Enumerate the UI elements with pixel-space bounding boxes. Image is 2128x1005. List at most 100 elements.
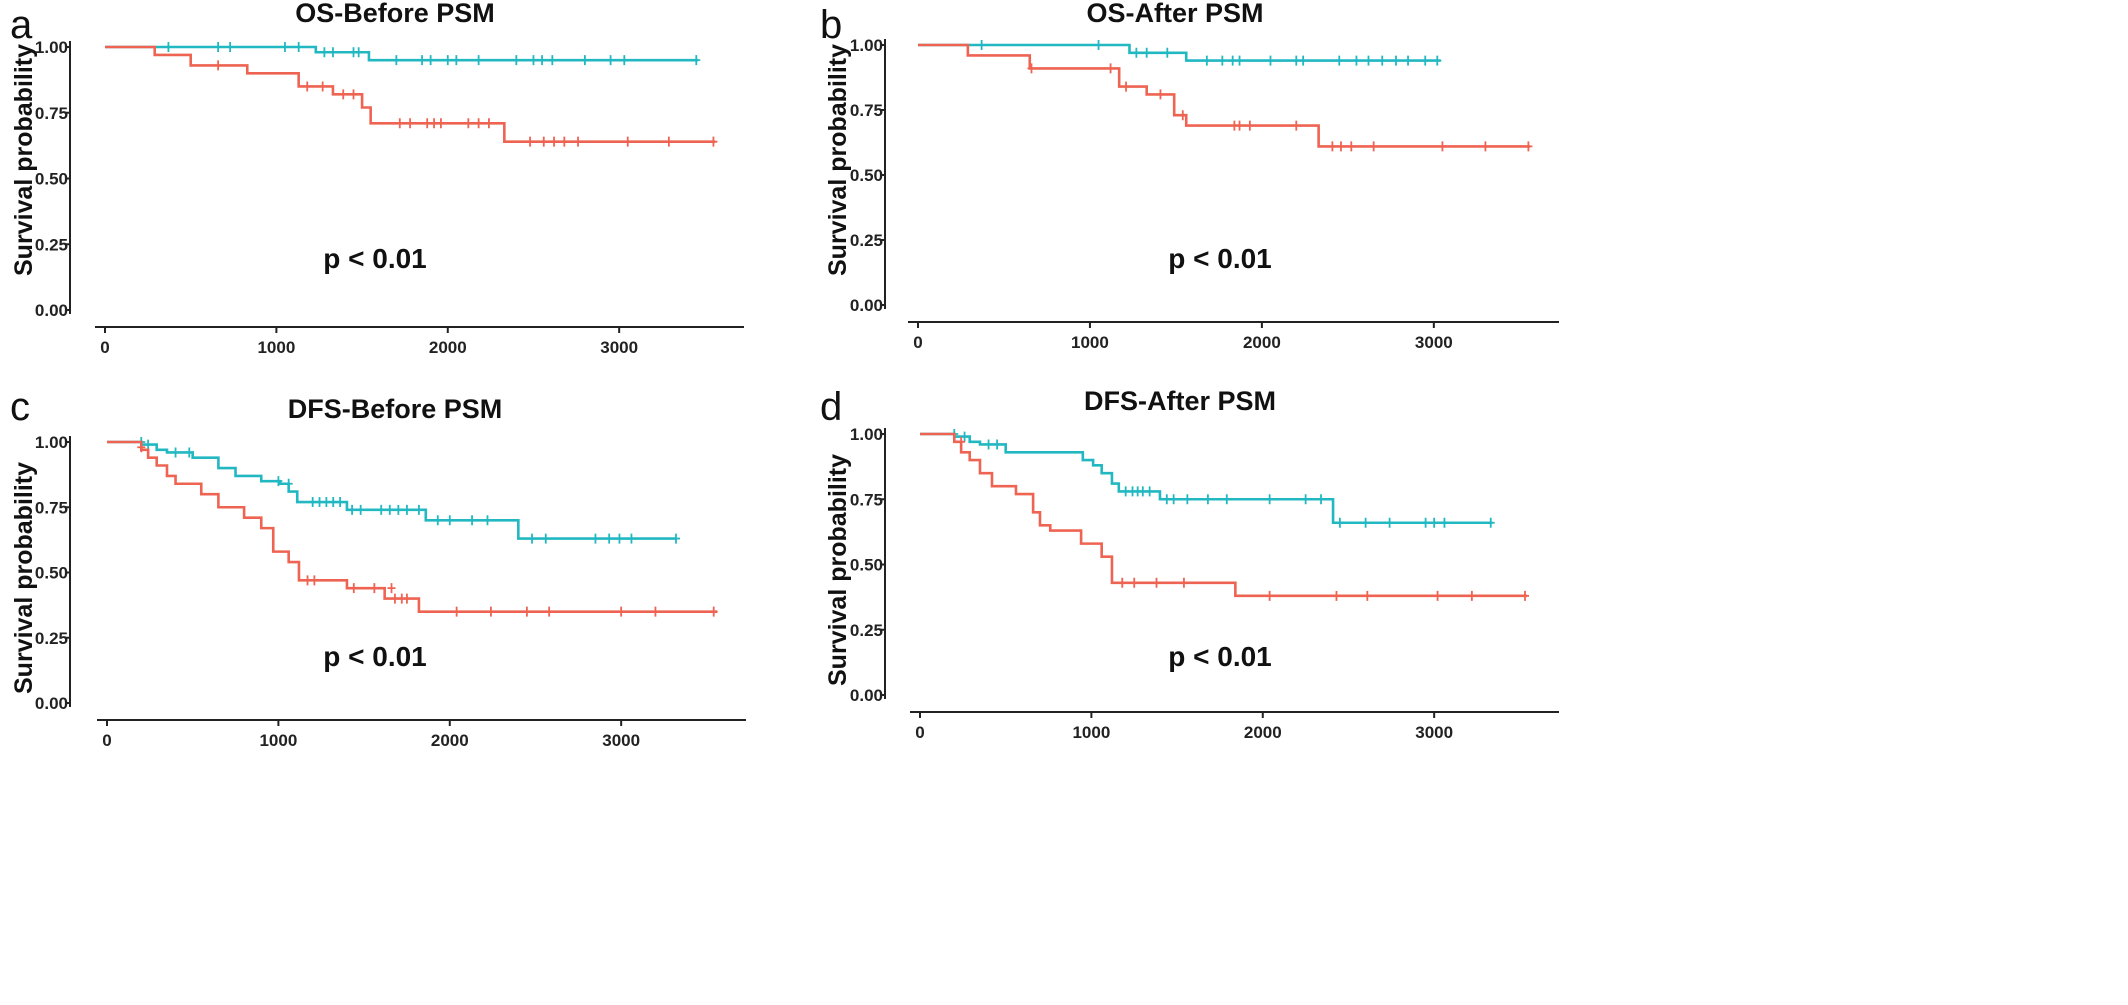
censor-mark [329,497,338,508]
p-value-annotation: p < 0.01 [1168,243,1272,274]
censor-marks-series-1 [164,42,701,66]
y-tick-label: 0.00 [850,686,883,705]
censor-mark [1301,494,1310,505]
censor-mark [1430,517,1439,528]
censor-mark [1440,517,1449,528]
censor-mark [322,497,331,508]
censor-mark [402,504,411,515]
censor-mark [1027,63,1036,74]
censor-mark [1202,55,1211,66]
censor-mark [1265,590,1274,601]
censor-mark [1156,89,1165,100]
censor-mark [1118,577,1127,588]
censor-mark [615,533,624,544]
y-tick-label: 0.25 [850,621,883,640]
censor-mark [1130,577,1139,588]
censor-mark [1142,47,1151,58]
censor-mark [1222,494,1231,505]
censor-mark [1347,141,1356,152]
y-tick-label: 0.50 [850,166,883,185]
x-tick-label: 3000 [600,338,638,357]
censor-mark [606,55,615,66]
censor-mark [1132,47,1141,58]
panel-a: a OS-Before PSM Survival probability 0.00 0.… [10,0,744,357]
censor-mark [1404,55,1413,66]
censor-mark [1179,577,1188,588]
censor-marks-series-1 [137,437,681,544]
y-axis-label: Survival probability [824,454,852,686]
censor-mark [418,55,427,66]
x-tick-label: 3000 [1415,723,1453,742]
x-tick-label: 2000 [431,731,469,750]
censor-mark [1163,47,1172,58]
censor-mark [512,55,521,66]
y-tick-label: 1.00 [850,36,883,55]
survival-curve-series-1 [918,43,1441,62]
censor-mark [627,533,636,544]
censor-mark [303,81,312,92]
x-tick-label: 1000 [1071,333,1109,352]
y-tick-label: 0.75 [35,498,68,517]
censor-mark [1421,55,1430,66]
panel-label: d [820,385,842,429]
y-tick-label: 0.25 [850,231,883,250]
censor-mark [1467,590,1476,601]
survival-curve-series-1 [107,440,677,540]
censor-mark [1336,141,1345,152]
y-tick-label: 0.25 [35,235,68,254]
censor-mark [1183,494,1192,505]
censor-mark [692,55,701,66]
censor-mark [993,439,1002,450]
censor-marks-series-2 [1027,63,1533,152]
censor-mark [348,504,357,515]
censor-mark [464,118,473,129]
x-tick-label: 3000 [1415,333,1453,352]
censor-mark [284,478,293,489]
censor-mark [545,606,554,617]
censor-mark [274,476,283,487]
censor-mark [423,118,432,129]
y-tick-label: 1.00 [35,433,68,452]
censor-mark [1521,590,1529,601]
censor-mark [1245,120,1254,131]
censor-mark [548,55,557,66]
censor-mark [1486,517,1495,528]
censor-mark [414,504,423,515]
chart-title: DFS-Before PSM [288,394,503,424]
y-axis-label: Survival probability [824,44,852,276]
censor-mark [320,47,329,58]
censor-mark [430,118,439,129]
censor-mark [483,515,492,526]
censor-mark [1203,494,1212,505]
censor-mark [315,497,324,508]
censor-mark [591,533,600,544]
y-tick-label: 0.50 [35,170,68,189]
survival-curve-series-2 [105,45,716,143]
censor-mark [1121,486,1130,497]
censor-mark [226,42,235,52]
censor-mark [1266,55,1275,66]
censor-mark [356,504,365,515]
censor-mark [1162,494,1171,505]
censor-mark [1138,486,1147,497]
x-tick-label: 3000 [602,731,640,750]
censor-mark [522,606,531,617]
censor-mark [1094,40,1103,50]
censor-mark [1299,55,1308,66]
censor-mark [474,118,483,129]
censor-mark [1438,141,1447,152]
censor-mark [394,504,403,515]
x-tick-label: 0 [100,338,109,357]
survival-curve-series-2 [107,440,718,613]
censor-mark [486,606,495,617]
censor-mark [445,515,454,526]
censor-mark [620,55,629,66]
censor-mark [651,606,660,617]
y-tick-label: 1.00 [850,425,883,444]
censor-mark [1169,494,1178,505]
censor-mark [468,515,477,526]
p-value-annotation: p < 0.01 [323,243,427,274]
censor-mark [977,40,986,50]
x-tick-label: 2000 [1243,333,1281,352]
censor-mark [580,55,589,66]
